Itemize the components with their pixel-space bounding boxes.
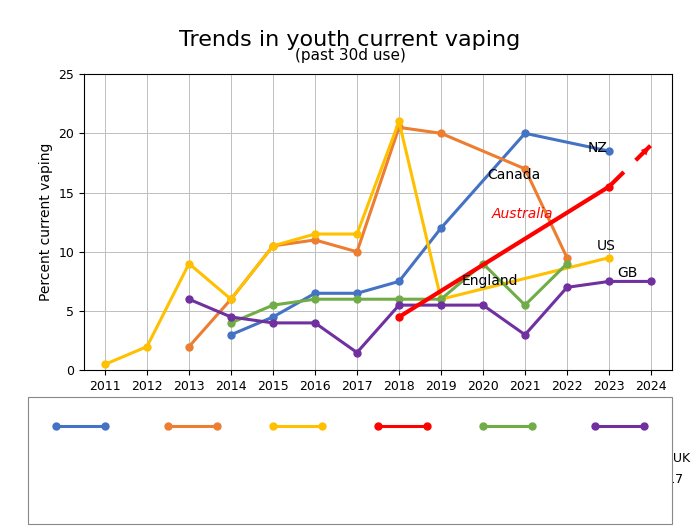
Text: 12-18: 12-18 xyxy=(220,473,257,487)
Text: (past 30d use): (past 30d use) xyxy=(295,48,405,63)
Text: ASSAD: ASSAD xyxy=(430,452,473,466)
Text: Canada: Canada xyxy=(487,168,540,182)
Text: NYTS: NYTS xyxy=(326,452,358,466)
Text: 11-18: 11-18 xyxy=(326,473,362,487)
Text: ASHUK: ASHUK xyxy=(648,452,691,466)
Text: GB: GB xyxy=(648,431,666,444)
Text: England: England xyxy=(536,431,587,444)
Text: CSTADS: CSTADS xyxy=(220,452,270,466)
Text: 11-15: 11-15 xyxy=(536,473,572,487)
Text: ASHNZ: ASHNZ xyxy=(108,452,153,466)
Text: NHS Digital: NHS Digital xyxy=(536,452,607,466)
Text: Canada: Canada xyxy=(220,431,268,444)
Text: US: US xyxy=(326,431,342,444)
Text: 11-17: 11-17 xyxy=(648,473,684,487)
Text: NZ: NZ xyxy=(108,431,127,444)
Y-axis label: Percent current vaping: Percent current vaping xyxy=(38,143,52,302)
Text: 12-17: 12-17 xyxy=(430,473,467,487)
Text: Trends in youth current vaping: Trends in youth current vaping xyxy=(179,30,521,50)
Text: 14-15: 14-15 xyxy=(108,473,145,487)
Text: Australia: Australia xyxy=(491,207,553,221)
Text: NZ: NZ xyxy=(588,141,608,154)
Text: US: US xyxy=(596,239,615,253)
Text: England: England xyxy=(462,275,519,288)
Text: Australia: Australia xyxy=(430,431,486,444)
Text: GB: GB xyxy=(617,266,638,280)
